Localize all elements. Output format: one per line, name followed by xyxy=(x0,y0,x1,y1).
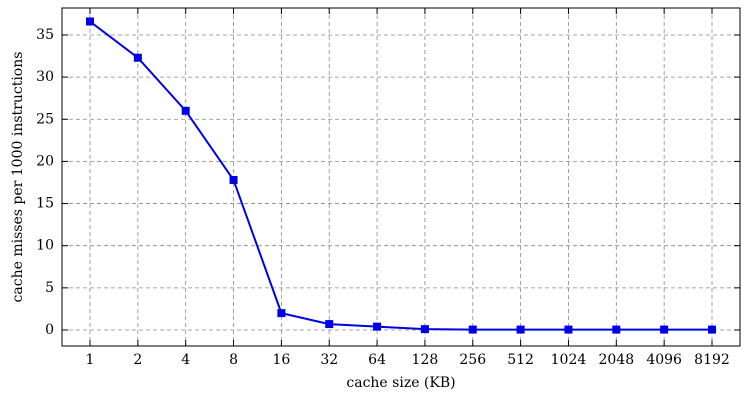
data-point xyxy=(612,325,621,334)
data-point xyxy=(325,320,334,329)
data-point xyxy=(564,325,573,334)
x-tick-label: 512 xyxy=(507,352,534,368)
y-tick-label: 25 xyxy=(36,111,54,127)
data-point xyxy=(133,53,142,62)
data-point xyxy=(660,325,669,334)
y-tick-label: 20 xyxy=(36,153,54,169)
x-tick-label: 2 xyxy=(133,352,142,368)
x-tick-label: 16 xyxy=(272,352,290,368)
x-tick-label: 128 xyxy=(412,352,439,368)
data-point xyxy=(86,17,94,26)
y-axis-label: cache misses per 1000 instructions xyxy=(10,52,26,303)
y-tick-label: 35 xyxy=(36,27,54,43)
x-tick-label: 32 xyxy=(320,352,338,368)
data-point xyxy=(516,325,525,334)
x-tick-label: 1 xyxy=(86,352,95,368)
y-tick-label: 10 xyxy=(36,238,54,254)
data-point xyxy=(229,175,238,184)
data-point xyxy=(277,309,286,318)
x-tick-label: 8 xyxy=(229,352,238,368)
x-tick-label: 8192 xyxy=(694,352,730,368)
data-point xyxy=(420,325,429,334)
data-line xyxy=(89,20,712,331)
data-point xyxy=(708,325,716,334)
data-point xyxy=(468,325,477,334)
x-tick-label: 4096 xyxy=(646,352,682,368)
x-tick-label: 256 xyxy=(459,352,486,368)
y-tick-label: 0 xyxy=(45,322,54,338)
x-tick-label: 1024 xyxy=(551,352,587,368)
y-tick-label: 5 xyxy=(45,280,54,296)
x-tick-label: 2048 xyxy=(598,352,634,368)
plot-frame xyxy=(61,7,741,347)
x-axis-label: cache size (KB) xyxy=(346,375,455,391)
x-tick-label: 4 xyxy=(181,352,190,368)
y-tick-label: 30 xyxy=(36,69,54,85)
y-tick-label: 15 xyxy=(36,196,54,212)
data-point xyxy=(181,106,190,115)
data-point xyxy=(373,322,382,331)
x-tick-label: 64 xyxy=(368,352,386,368)
